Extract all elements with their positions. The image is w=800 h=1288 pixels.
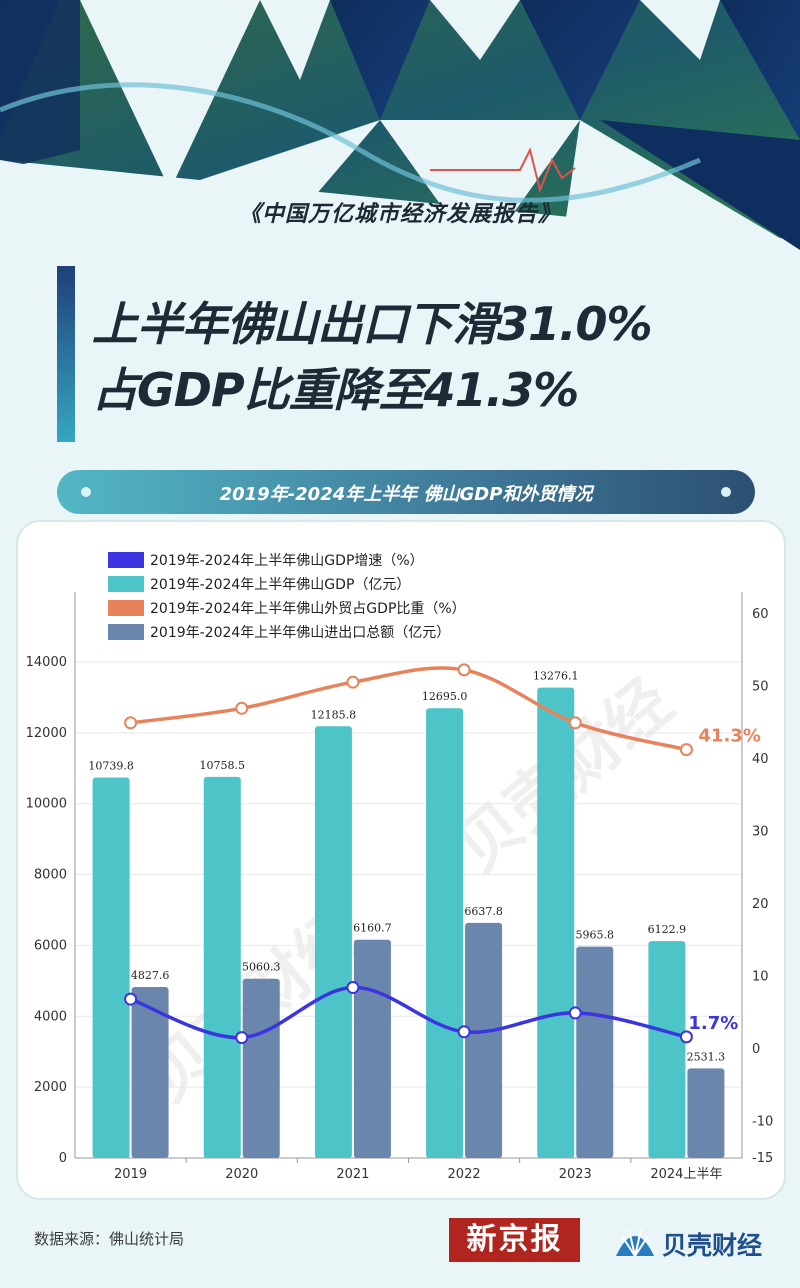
gdp-bar bbox=[314, 726, 352, 1158]
gdp-growth-point bbox=[679, 1030, 693, 1044]
x-axis-tick-label: 2020 bbox=[225, 1167, 258, 1182]
right-axis-tick-label: -10 bbox=[752, 1115, 773, 1130]
gdp-bar-value-label: 10739.8 bbox=[88, 760, 134, 773]
hero-aerial-triangles bbox=[0, 0, 800, 260]
gdp-growth-line bbox=[129, 985, 687, 1040]
left-axis-tick-label: 6000 bbox=[34, 938, 67, 953]
gdp-bar-value-label: 12185.8 bbox=[311, 708, 357, 721]
trade-share-point bbox=[124, 716, 138, 730]
trade-total-bar bbox=[131, 986, 169, 1158]
gdp-bar bbox=[426, 708, 464, 1158]
gdp-growth-last-annotation: 1.7% bbox=[688, 1013, 738, 1034]
trade-share-point bbox=[346, 675, 360, 689]
legend-gdp-growth-swatch bbox=[108, 552, 144, 568]
trade-share-line bbox=[130, 666, 687, 752]
gdp-bar-value-label: 6122.9 bbox=[648, 923, 687, 936]
trade-total-bar bbox=[465, 922, 503, 1158]
x-axis-tick-label: 2024上半年 bbox=[650, 1167, 722, 1182]
right-axis-tick-label: 50 bbox=[752, 680, 769, 695]
left-axis-tick-label: 2000 bbox=[34, 1080, 67, 1095]
headline-line-2: 占GDP比重降至41.3% bbox=[92, 363, 579, 417]
x-axis-tick-label: 2019 bbox=[114, 1167, 147, 1182]
right-axis-tick-label: 30 bbox=[752, 825, 769, 840]
legend-gdp-swatch bbox=[108, 576, 144, 592]
gdp-bar bbox=[92, 777, 130, 1158]
trade-total-bar-value-label: 5060.3 bbox=[242, 961, 281, 974]
report-title: 《中国万亿城市经济发展报告》 bbox=[238, 201, 561, 227]
right-axis-tick-label: 20 bbox=[752, 897, 769, 912]
trade-share-point bbox=[679, 743, 693, 757]
left-axis-tick-label: 10000 bbox=[26, 797, 67, 812]
gdp-bar-value-label: 13276.1 bbox=[533, 670, 579, 683]
trade-total-bar-value-label: 2531.3 bbox=[687, 1050, 726, 1063]
x-axis-tick-label: 2021 bbox=[336, 1167, 369, 1182]
xinjingbao-logo: 新京报 bbox=[449, 1218, 580, 1262]
trade-share-point bbox=[457, 663, 471, 677]
legend-gdp-growth-label: 2019年-2024年上半年佛山GDP增速（%） bbox=[150, 553, 424, 569]
left-axis-tick-label: 8000 bbox=[34, 868, 67, 883]
headline-line-1: 上半年佛山出口下滑31.0% bbox=[92, 297, 653, 351]
trade-total-bar bbox=[687, 1068, 725, 1158]
gdp-bar-value-label: 12695.0 bbox=[422, 690, 468, 703]
gdp-growth-point bbox=[346, 981, 360, 995]
x-axis-tick-label: 2022 bbox=[448, 1167, 481, 1182]
left-axis-tick-label: 4000 bbox=[34, 1009, 67, 1024]
trade-share-point bbox=[568, 716, 582, 730]
trade-share-point bbox=[235, 701, 249, 715]
hero-image: 《中国万亿城市经济发展报告》 bbox=[0, 0, 800, 260]
x-axis-tick-label: 2023 bbox=[559, 1167, 592, 1182]
right-axis-tick-label: 60 bbox=[752, 607, 769, 622]
shell-icon bbox=[616, 1229, 654, 1257]
trade-total-bar-value-label: 6160.7 bbox=[353, 922, 392, 935]
headline-accent-bar bbox=[57, 266, 75, 442]
trade-share-last-annotation: 41.3% bbox=[698, 726, 760, 747]
left-axis-tick-label: 14000 bbox=[26, 655, 67, 670]
right-axis-tick-label: -15 bbox=[752, 1151, 773, 1166]
right-axis-tick-label: 40 bbox=[752, 752, 769, 767]
trade-total-bar-value-label: 4827.6 bbox=[131, 969, 170, 982]
gdp-growth-point bbox=[568, 1006, 582, 1020]
left-axis-tick-label: 12000 bbox=[26, 726, 67, 741]
banner-dot-left bbox=[81, 487, 91, 497]
trade-total-bar bbox=[576, 946, 614, 1158]
gdp-bar bbox=[648, 941, 686, 1158]
gdp-bar bbox=[203, 776, 241, 1158]
trade-total-bar-value-label: 5965.8 bbox=[576, 929, 615, 942]
chart: 贝壳财经贝壳财经 0200040006000800010000120001400… bbox=[26, 552, 773, 1182]
legend-trade-total-label: 2019年-2024年上半年佛山进出口总额（亿元） bbox=[150, 625, 450, 641]
gdp-bar-value-label: 10758.5 bbox=[200, 759, 246, 772]
gdp-bar bbox=[537, 687, 575, 1158]
beike-caijing-logo: 贝壳财经 bbox=[612, 1222, 772, 1262]
right-axis-tick-label: 10 bbox=[752, 970, 769, 985]
chart-banner-title: 2019年-2024年上半年 佛山GDP和外贸情况 bbox=[219, 484, 593, 505]
legend-trade-total-swatch bbox=[108, 624, 144, 640]
right-axis-tick-label: 0 bbox=[752, 1042, 760, 1057]
left-axis-tick-label: 0 bbox=[59, 1151, 67, 1166]
legend-trade-share-swatch bbox=[108, 600, 144, 616]
source-label: 数据来源：佛山统计局 bbox=[34, 1230, 185, 1248]
legend-trade-share-label: 2019年-2024年上半年佛山外贸占GDP比重（%） bbox=[150, 601, 466, 617]
trade-total-bar bbox=[242, 978, 280, 1158]
chart-card: 贝壳财经贝壳财经 0200040006000800010000120001400… bbox=[16, 520, 786, 1200]
banner-dot-right bbox=[721, 487, 731, 497]
gdp-growth-point bbox=[235, 1031, 249, 1045]
gdp-growth-point bbox=[457, 1025, 471, 1039]
legend-gdp-label: 2019年-2024年上半年佛山GDP（亿元） bbox=[150, 577, 410, 593]
chart-banner: 2019年-2024年上半年 佛山GDP和外贸情况 bbox=[57, 470, 755, 514]
trade-total-bar bbox=[353, 939, 391, 1158]
gdp-growth-point bbox=[124, 992, 138, 1006]
trade-total-bar-value-label: 6637.8 bbox=[464, 905, 503, 918]
beike-caijing-text: 贝壳财经 bbox=[662, 1231, 763, 1260]
